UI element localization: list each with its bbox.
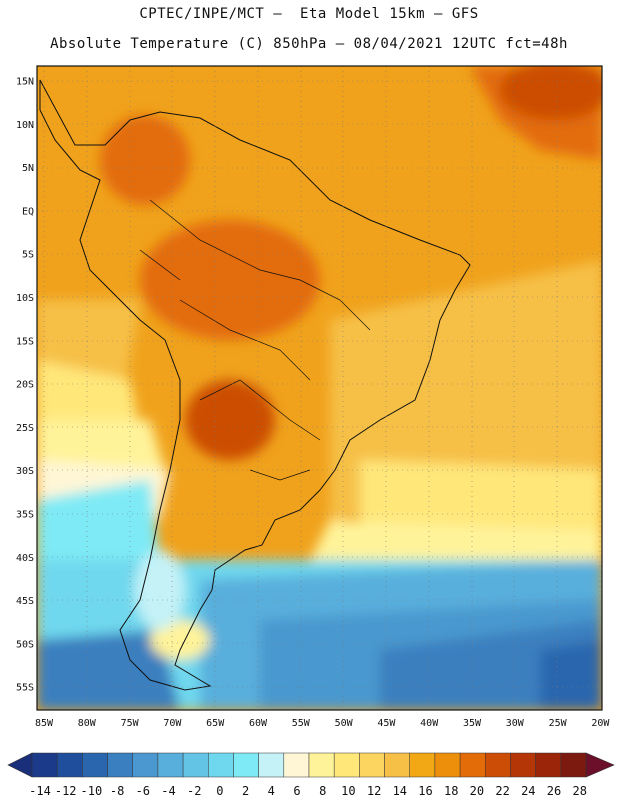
- lon-label-85w: 85W: [35, 718, 54, 729]
- lat-label-10n: 10N: [16, 120, 34, 131]
- lat-label-45s: 45S: [16, 596, 34, 607]
- lat-label-30s: 30S: [16, 466, 34, 477]
- colorbar-under-arrow: [7, 752, 33, 778]
- colorbar-over-arrow: [585, 752, 615, 778]
- longitude-labels: 85W 80W 75W 70W 65W 60W 55W 50W 45W 40W 35W 30W 25W 2…: [35, 718, 610, 729]
- colorbar-swatch: [333, 752, 360, 778]
- lat-label-10s: 10S: [16, 293, 34, 304]
- colorbar-label: 10: [341, 784, 355, 798]
- lat-label-15s: 15S: [16, 336, 34, 347]
- lon-label-30w: 30W: [506, 718, 525, 729]
- lat-label-50s: 50S: [16, 639, 34, 650]
- lon-label-50w: 50W: [335, 718, 354, 729]
- latitude-labels: 15N 10N 5N EQ 5S 10S 15S 20S 25S 30S 35S 40S 45S 50S 5…: [16, 77, 34, 694]
- lon-label-35w: 35W: [463, 718, 482, 729]
- colorbar-swatch: [208, 752, 234, 778]
- colorbar-swatch: [384, 752, 410, 778]
- colorbar-label: 14: [393, 784, 407, 798]
- lon-label-45w: 45W: [377, 718, 396, 729]
- colorbar-swatch: [308, 752, 335, 778]
- colorbar-swatch: [560, 752, 587, 778]
- colorbar-label: 22: [495, 784, 509, 798]
- colorbar-swatch: [233, 752, 259, 778]
- continent-outline: [39, 79, 471, 691]
- lat-label-25s: 25S: [16, 423, 34, 434]
- colorbar-swatch: [283, 752, 310, 778]
- lon-label-20w: 20W: [591, 718, 610, 729]
- lon-label-25w: 25W: [549, 718, 568, 729]
- colorbar-swatch: [107, 752, 133, 778]
- colorbar-label: 26: [547, 784, 561, 798]
- colorbar-label: -10: [81, 784, 103, 798]
- lat-label-5s: 5S: [22, 250, 34, 261]
- map-frame: [36, 65, 603, 711]
- lat-label-35s: 35S: [16, 510, 34, 521]
- lat-label-55s: 55S: [16, 683, 34, 694]
- colorbar-swatch: [459, 752, 486, 778]
- chart-title-line1: CPTEC/INPE/MCT – Eta Model 15km – GFS: [139, 6, 479, 22]
- colorbar-label: -6: [136, 784, 150, 798]
- colorbar-label: 28: [572, 784, 586, 798]
- colorbar-swatch: [359, 752, 385, 778]
- lon-label-40w: 40W: [420, 718, 439, 729]
- lon-label-80w: 80W: [78, 718, 97, 729]
- colorbar-label: 24: [521, 784, 535, 798]
- colorbar-label: 12: [367, 784, 381, 798]
- lon-label-55w: 55W: [292, 718, 311, 729]
- colorbar-label: -12: [55, 784, 77, 798]
- colorbar-swatch: [535, 752, 562, 778]
- colorbar-label: -2: [187, 784, 201, 798]
- lon-label-65w: 65W: [206, 718, 225, 729]
- lat-label-40s: 40S: [16, 553, 34, 564]
- colorbar-label: 6: [293, 784, 300, 798]
- colorbar-label: -14: [29, 784, 51, 798]
- colorbar-label: -8: [110, 784, 124, 798]
- colorbar-swatch: [510, 752, 536, 778]
- border-lines: [139, 199, 371, 481]
- colorbar-swatch: [31, 752, 58, 778]
- lon-label-60w: 60W: [249, 718, 268, 729]
- lat-label-5n: 5N: [22, 163, 34, 174]
- colorbar-swatch: [82, 752, 108, 778]
- colorbar-label: 18: [444, 784, 458, 798]
- chart-title-line2: Absolute Temperature (C) 850hPa – 08/04/…: [50, 36, 568, 52]
- colorbar-label: 2: [242, 784, 249, 798]
- lat-label-15n: 15N: [16, 77, 34, 88]
- lat-label-20s: 20S: [16, 380, 34, 391]
- colorbar-label: 16: [418, 784, 432, 798]
- colorbar-swatch: [409, 752, 436, 778]
- colorbar-swatch: [485, 752, 511, 778]
- colorbar-swatch: [434, 752, 461, 778]
- colorbar-label: -4: [161, 784, 175, 798]
- colorbar-swatch: [258, 752, 285, 778]
- lon-label-75w: 75W: [121, 718, 140, 729]
- colorbar-swatch: [182, 752, 209, 778]
- grid-lines: [37, 66, 602, 710]
- colorbar-label: 4: [268, 784, 275, 798]
- colorbar-swatch: [157, 752, 184, 778]
- colorbar-label: 8: [319, 784, 326, 798]
- colorbar: -14 -12 -10 -8 -6 -4 -2 0 2 4 6 8 10 12 14 16 18 20 22 24 26…: [7, 752, 615, 798]
- lon-label-70w: 70W: [163, 718, 182, 729]
- colorbar-label: 0: [216, 784, 223, 798]
- lat-label-eq: EQ: [22, 206, 34, 217]
- colorbar-swatch: [56, 752, 83, 778]
- colorbar-label: 20: [470, 784, 484, 798]
- temperature-field: [37, 66, 602, 710]
- colorbar-swatch: [132, 752, 159, 778]
